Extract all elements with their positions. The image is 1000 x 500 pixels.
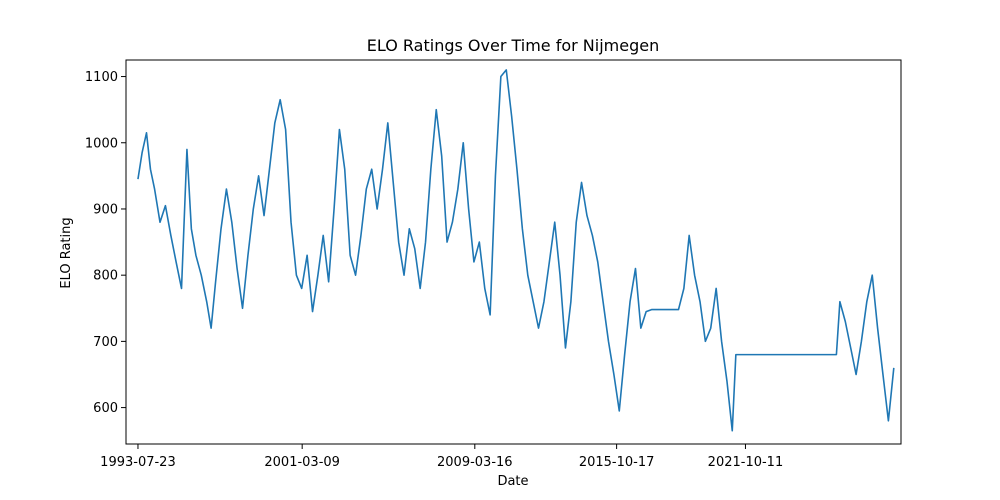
x-tick-label: 2021-10-11 (708, 455, 784, 470)
y-axis-label: ELO Rating (59, 217, 74, 288)
x-tick-label: 2009-03-16 (437, 455, 513, 470)
y-tick-label: 600 (93, 401, 118, 416)
y-tick-label: 800 (93, 269, 118, 284)
y-tick-label: 700 (93, 335, 118, 350)
x-tick-label: 2001-03-09 (264, 455, 340, 470)
x-axis-label: Date (497, 474, 528, 489)
series-line (137, 69, 895, 432)
y-tick-label: 1100 (85, 70, 118, 85)
chart-title: ELO Ratings Over Time for Nijmegen (367, 36, 659, 55)
y-tick-label: 900 (93, 202, 118, 217)
x-ticks: 1993-07-23 2001-03-09 2009-03-16 2015-10-17… (100, 444, 783, 470)
x-tick-label: 1993-07-23 (100, 455, 176, 470)
x-tick-label: 2015-10-17 (579, 455, 655, 470)
series-group (137, 69, 895, 432)
y-tick-label: 1000 (85, 136, 118, 151)
plot-frame (125, 59, 902, 445)
y-ticks: 600 700 800 900 1000 1100 (85, 70, 126, 416)
